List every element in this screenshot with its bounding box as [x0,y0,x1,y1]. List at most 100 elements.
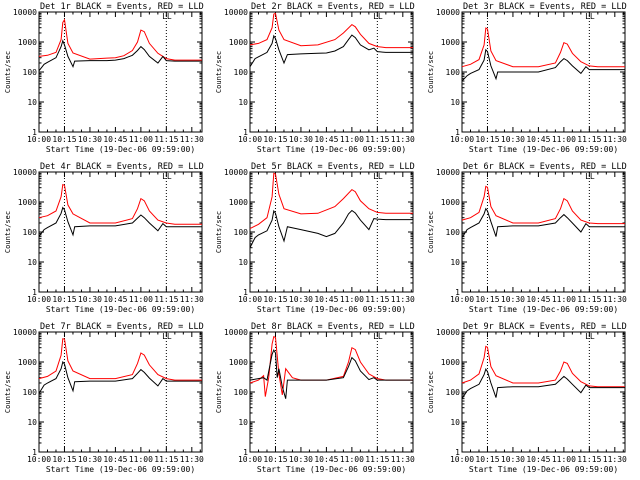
x-tick-label: 11:15 [577,455,601,464]
y-tick-label: 10000 [13,8,37,17]
y-tick-label: 10000 [436,8,460,17]
y-tick-label: 1000 [229,198,248,207]
x-tick-label: 10:30 [78,455,102,464]
plot-frame [249,11,414,133]
y-tick-label: 1 [32,128,37,137]
x-tick-label: 11:30 [603,295,627,304]
x-tick-label: 10:15 [475,455,499,464]
x-tick-label: 10:45 [314,135,338,144]
series-line-events [38,39,202,72]
y-tick-label: 10 [238,98,248,107]
plot-frame [38,11,203,133]
x-axis-label: Start Time (19-Dec-06 09:59:00) [469,145,618,154]
y-tick-label: 100 [446,228,461,237]
y-tick-label: 1 [455,448,460,457]
panel-subtitle: LL [585,332,595,341]
panel-title: Det 8r BLACK = Events, RED = LLD [251,322,415,332]
panel-subtitle: LL [162,172,172,181]
x-tick-label: 10:00 [450,295,474,304]
x-axis-label: Start Time (19-Dec-06 09:59:00) [46,465,195,474]
series-line-lld [461,185,625,225]
y-tick-label: 10000 [224,328,248,337]
y-tick-label: 1000 [441,38,460,47]
panel-3: 1 10 100 1000 10000 10:00 10:15 10:30 10:45 11:00… [427,2,627,154]
x-tick-label: 11:30 [391,455,415,464]
x-tick-label: 11:00 [552,455,576,464]
panel-title: Det 7r BLACK = Events, RED = LLD [40,322,204,332]
x-tick-label: 10:00 [238,135,262,144]
x-axis-label: Start Time (19-Dec-06 09:59:00) [46,305,195,314]
x-tick-label: 10:30 [501,135,525,144]
x-tick-label: 11:00 [129,135,153,144]
y-tick-label: 1000 [18,358,37,367]
series-line-lld [38,338,202,381]
series-line-lld [249,172,413,230]
x-tick-label: 10:15 [263,455,287,464]
x-tick-label: 10:15 [475,135,499,144]
y-tick-label: 1 [243,288,248,297]
panel-subtitle: LL [162,332,172,341]
x-tick-label: 11:30 [391,295,415,304]
series-line-lld [38,183,202,225]
x-axis-label: Start Time (19-Dec-06 09:59:00) [257,465,406,474]
x-tick-label: 11:00 [552,135,576,144]
y-tick-label: 10 [450,418,460,427]
panel-subtitle: LL [162,12,172,21]
x-tick-label: 10:00 [27,135,51,144]
y-axis-label: Counts/sec [427,211,435,253]
x-tick-label: 10:45 [526,455,550,464]
panel-5: 1 10 100 1000 10000 10:00 10:15 10:30 10:45 11:00… [215,162,415,314]
x-tick-label: 11:30 [603,455,627,464]
panel-1: 1 10 100 1000 10000 10:00 10:15 10:30 10:45 11:00… [4,2,204,154]
y-tick-label: 10 [450,98,460,107]
y-tick-label: 1000 [441,198,460,207]
x-axis-label: Start Time (19-Dec-06 09:59:00) [469,465,618,474]
plot-frame [461,11,626,133]
y-tick-label: 1 [455,288,460,297]
y-tick-label: 10000 [436,168,460,177]
y-tick-label: 100 [446,388,461,397]
x-tick-label: 10:00 [27,295,51,304]
series-line-events [38,360,202,394]
x-tick-label: 10:30 [78,295,102,304]
panel-title: Det 5r BLACK = Events, RED = LLD [251,162,415,172]
y-axis-label: Counts/sec [215,371,223,413]
x-tick-label: 10:15 [52,135,76,144]
x-tick-label: 11:15 [365,295,389,304]
x-tick-label: 10:00 [450,455,474,464]
y-axis-label: Counts/sec [4,51,12,93]
x-tick-label: 11:15 [365,135,389,144]
x-tick-label: 10:15 [52,295,76,304]
panel-8: 1 10 100 1000 10000 10:00 10:15 10:30 10:45 11:00… [215,322,415,474]
y-tick-label: 1 [243,128,248,137]
panel-2: 1 10 100 1000 10000 10:00 10:15 10:30 10:45 11:00… [215,2,415,154]
y-tick-label: 10 [238,418,248,427]
plot-frame [461,171,626,293]
x-axis-label: Start Time (19-Dec-06 09:59:00) [469,305,618,314]
series-line-lld [461,345,625,388]
x-tick-label: 11:15 [577,135,601,144]
panel-title: Det 2r BLACK = Events, RED = LLD [251,2,415,12]
series-line-events [249,34,413,67]
y-tick-label: 10 [27,418,37,427]
series-line-lld [249,335,413,397]
x-tick-label: 11:00 [340,455,364,464]
x-tick-label: 10:45 [314,295,338,304]
x-axis-label: Start Time (19-Dec-06 09:59:00) [257,305,406,314]
x-tick-label: 10:45 [103,455,127,464]
panel-6: 1 10 100 1000 10000 10:00 10:15 10:30 10:45 11:00… [427,162,627,314]
y-tick-label: 1000 [229,358,248,367]
y-tick-label: 10 [450,258,460,267]
x-tick-label: 11:30 [180,135,204,144]
y-tick-label: 100 [234,68,249,77]
x-tick-label: 10:45 [526,295,550,304]
y-tick-label: 100 [23,228,38,237]
panel-7: 1 10 100 1000 10000 10:00 10:15 10:30 10:45 11:00… [4,322,204,474]
panel-9: 1 10 100 1000 10000 10:00 10:15 10:30 10:45 11:00… [427,322,627,474]
x-tick-label: 10:15 [263,295,287,304]
plot-frame [249,171,414,293]
plot-frame [38,331,203,453]
y-tick-label: 10 [238,258,248,267]
x-tick-label: 10:15 [52,455,76,464]
